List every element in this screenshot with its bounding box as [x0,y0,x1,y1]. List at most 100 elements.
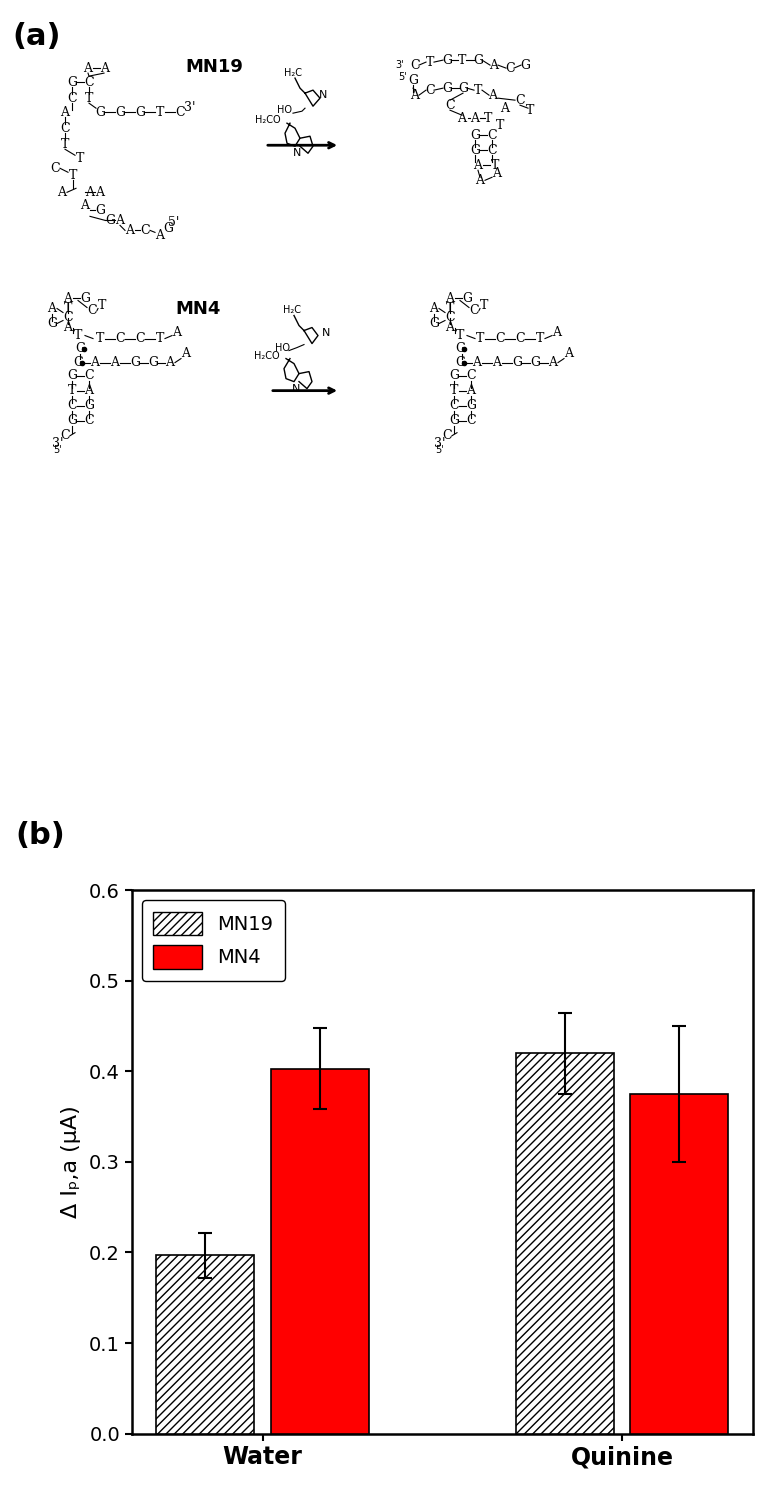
Text: T: T [85,92,93,104]
Text: HO: HO [275,343,289,353]
Text: G: G [67,75,77,89]
Text: A: A [549,356,557,370]
Text: A: A [490,59,498,71]
Text: C: C [84,370,94,382]
Text: A: A [64,321,72,333]
Text: G: G [408,74,418,86]
Bar [516,1053,614,1434]
Text: C: C [505,62,514,74]
Text: A: A [429,302,438,315]
Text: A: A [110,356,120,370]
Text: G: G [67,413,77,427]
Text: N: N [293,148,301,158]
Text: T: T [69,169,77,181]
Text: G: G [148,356,158,370]
Text: T: T [474,83,482,97]
Text: G: G [115,106,125,119]
Text: G: G [458,81,468,95]
Text: G: G [470,143,480,157]
Text: T: T [476,332,484,346]
Text: C: C [140,223,150,237]
Text: A: A [473,356,481,370]
Text: A: A [473,158,483,172]
Text: A: A [64,291,72,305]
Text: T: T [61,137,69,151]
Text: C: C [411,59,420,71]
Text: A: A [126,223,134,237]
Text: C: C [68,400,77,412]
Text: C: C [442,429,452,442]
Legend: MN19, MN4: MN19, MN4 [142,899,285,981]
Text: A: A [116,214,124,226]
Text: T: T [74,329,82,343]
Text: HO: HO [278,106,293,115]
Text: A: A [85,186,95,199]
Text: T: T [480,299,488,312]
Bar [157,1255,255,1434]
Text: A: A [564,347,573,361]
Text: C: C [135,332,145,346]
Text: G: G [47,317,57,330]
Text: A: A [445,291,455,305]
Text: C: C [425,83,435,97]
Text: T: T [535,332,544,346]
Text: 5': 5' [435,445,445,454]
Text: A: A [101,62,109,74]
Text: G: G [462,291,472,305]
Text: A: A [155,229,165,241]
Text: G: G [135,106,145,119]
Text: G: G [520,59,530,71]
Text: 5': 5' [54,445,62,454]
Text: G: G [130,356,140,370]
Text: H₂CO: H₂CO [255,115,281,125]
Text: C: C [445,98,455,112]
Text: 3': 3' [52,438,64,450]
Text: A: A [57,186,67,199]
Text: A: A [553,326,562,340]
Text: G: G [455,356,465,370]
Text: C: C [487,143,497,157]
Text: T: T [156,106,165,119]
Text: 3': 3' [184,101,196,113]
Text: G: G [73,356,83,370]
Text: MN4: MN4 [175,300,220,318]
Text: C: C [466,370,476,382]
Text: A: A [501,101,510,115]
Text: A: A [445,321,455,333]
Text: T: T [68,385,76,397]
Text: A: A [85,385,93,397]
Text: T: T [456,329,464,343]
Text: A: A [489,89,497,101]
Text: C: C [515,332,525,346]
Text: G: G [455,343,465,355]
Text: T: T [95,332,104,346]
Text: A: A [476,174,484,187]
Text: C: C [68,92,77,104]
Text: N: N [322,327,331,338]
Text: C: C [175,106,185,119]
Text: C: C [63,311,73,324]
Text: G: G [512,356,522,370]
Text: C: C [469,303,479,317]
Text: C: C [115,332,125,346]
Text: C: C [445,311,455,324]
Text: C: C [84,75,94,89]
Text: C: C [449,400,459,412]
Text: 5': 5' [398,72,407,81]
Text: G: G [449,413,459,427]
Text: G: G [442,54,452,66]
Text: A: A [165,356,175,370]
Text: 3': 3' [435,438,445,450]
Text: T: T [458,54,466,66]
Text: C: C [61,429,70,442]
Text: A: A [470,112,480,125]
Text: A: A [91,356,99,370]
Text: G: G [80,291,90,305]
Text: T: T [98,299,106,312]
Text: H₂C: H₂C [284,68,302,78]
Text: A: A [466,385,476,397]
Text: N: N [319,91,327,100]
Text: A: A [47,302,57,315]
Text: G: G [470,128,480,142]
Text: MN19: MN19 [185,57,243,75]
